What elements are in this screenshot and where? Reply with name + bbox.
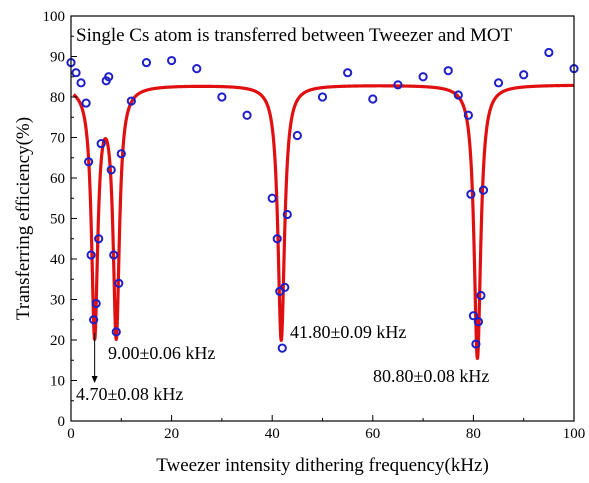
data-points-layer — [66, 47, 579, 353]
data-point — [89, 315, 99, 325]
data-point — [91, 298, 101, 309]
y-tick-label: 100 — [43, 9, 66, 25]
data-point — [94, 234, 104, 244]
data-point — [393, 80, 403, 90]
x-tick-label: 80 — [466, 426, 481, 442]
data-point — [192, 64, 202, 74]
data-point — [167, 55, 177, 66]
data-point — [114, 278, 124, 288]
y-axis-title: Transferring efficiency(%) — [13, 117, 34, 320]
y-tick-label: 80 — [50, 90, 65, 106]
y-tick-label: 90 — [50, 50, 65, 66]
annotation-arrowhead — [91, 376, 98, 383]
data-point — [476, 290, 486, 301]
data-point — [368, 94, 378, 104]
x-tick-label: 60 — [365, 426, 380, 442]
axis-ticks: 0 20 40 60 80 100 0 10 20 30 40 50 60 70 80 90 100 — [43, 9, 586, 442]
annotation-dip-80: 80.80±0.08 kHz — [373, 366, 489, 386]
data-point — [478, 185, 489, 195]
fit-curve-layer — [72, 83, 576, 360]
annotation-dip-9: 9.00±0.06 kHz — [108, 343, 215, 363]
y-tick-label: 10 — [50, 374, 65, 390]
data-point — [104, 72, 114, 82]
y-tick-label: 0 — [58, 414, 66, 430]
y-tick-label: 70 — [50, 131, 65, 147]
data-point — [84, 157, 94, 167]
data-point — [282, 209, 292, 220]
data-point — [453, 90, 463, 100]
data-point — [471, 339, 481, 349]
data-point — [519, 70, 529, 80]
data-point — [468, 311, 478, 321]
x-tick-label: 100 — [563, 426, 586, 442]
y-tick-label: 30 — [50, 293, 65, 309]
data-point — [267, 193, 277, 203]
fit-curve — [72, 83, 576, 360]
data-point — [280, 282, 290, 292]
data-point — [443, 66, 453, 76]
data-point — [466, 189, 476, 199]
x-axis-title: Tweezer intensity dithering frequency(kH… — [156, 455, 489, 476]
data-point — [86, 250, 96, 260]
data-point — [141, 57, 152, 68]
data-point — [111, 327, 121, 337]
data-point — [343, 68, 353, 78]
x-tick-label: 20 — [164, 426, 179, 442]
x-tick-label: 0 — [67, 426, 75, 442]
data-point — [463, 110, 473, 120]
y-tick-label: 40 — [50, 252, 65, 268]
data-point — [76, 78, 86, 88]
data-point — [473, 317, 484, 327]
data-point — [96, 138, 106, 149]
y-tick-label: 60 — [50, 171, 65, 187]
data-point — [217, 92, 227, 102]
data-point — [317, 92, 328, 102]
data-point — [106, 165, 116, 175]
data-point — [71, 68, 81, 78]
data-point — [126, 96, 136, 106]
data-point — [242, 110, 252, 120]
annotation-dip-41: 41.80±0.09 kHz — [290, 322, 406, 342]
data-point — [418, 72, 428, 82]
data-point — [493, 78, 504, 88]
y-tick-label: 20 — [50, 333, 65, 349]
x-tick-label: 40 — [265, 426, 280, 442]
data-point — [277, 343, 287, 353]
annotation-dip-4: 4.70±0.08 kHz — [76, 384, 183, 404]
data-point — [272, 234, 282, 244]
annotations: 9.00±0.06 kHz 41.80±0.09 kHz 80.80±0.08 … — [76, 322, 489, 404]
data-point — [292, 130, 302, 141]
data-point — [109, 250, 119, 260]
chart-title: Single Cs atom is transferred between Tw… — [76, 25, 513, 46]
data-point — [81, 98, 91, 108]
data-point — [544, 47, 554, 58]
y-tick-label: 50 — [50, 212, 65, 228]
data-point — [116, 149, 126, 159]
